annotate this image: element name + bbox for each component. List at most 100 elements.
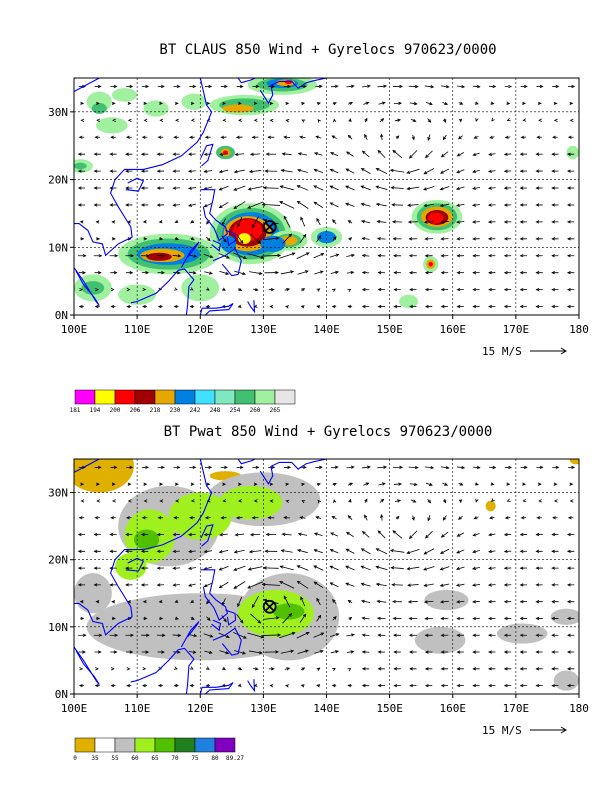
coastline (74, 78, 213, 257)
wind-vector (269, 118, 274, 123)
wind-vector (316, 305, 321, 309)
coastline (130, 647, 195, 694)
wind-vector (360, 168, 371, 174)
wind-vector (109, 532, 117, 537)
wind-vector (112, 118, 116, 122)
wind-vector (159, 118, 164, 122)
wind-vector (96, 101, 100, 106)
wind-vector (424, 237, 433, 241)
wind-vector (425, 102, 433, 106)
wind-vector (535, 186, 543, 190)
wind-vector (285, 119, 290, 123)
wind-vector (143, 616, 148, 621)
wind-vector (472, 549, 480, 554)
wind-vector (376, 220, 387, 224)
wind-vector (536, 135, 542, 139)
wind-vector (96, 118, 101, 122)
wind-vector (264, 549, 278, 553)
wind-vector (361, 465, 371, 469)
wind-vector (316, 217, 321, 226)
wind-vector (253, 683, 258, 687)
wind-vector (233, 549, 245, 554)
wind-vector (566, 616, 575, 621)
wind-vector (348, 237, 353, 241)
reference-arrowhead (560, 726, 567, 734)
wind-vector (111, 616, 116, 621)
wind-vector (280, 168, 293, 173)
wind-vector (110, 683, 116, 688)
wind-vector (238, 482, 242, 486)
wind-vector (173, 84, 181, 89)
wind-vector (551, 287, 559, 292)
wind-vector (345, 565, 355, 571)
wind-vector (125, 186, 133, 190)
wind-vector (297, 168, 308, 173)
shaded-blob (317, 231, 336, 244)
wind-vector (455, 186, 465, 191)
wind-vector (96, 499, 101, 503)
colorbar-swatch (134, 737, 156, 753)
gyre-cross (264, 222, 275, 232)
wind-vector (488, 237, 496, 241)
wind-vector (424, 304, 433, 309)
wind-vector (378, 101, 386, 105)
wind-vector (282, 613, 293, 624)
wind-vector (172, 549, 180, 554)
wind-vector (491, 498, 495, 503)
wind-vector (331, 135, 337, 139)
wind-vector (253, 482, 258, 486)
coastline (247, 300, 256, 314)
wind-vector (187, 186, 196, 190)
wind-vector (157, 271, 165, 275)
wind-vector (296, 200, 309, 209)
colorbar-label: 242 (190, 407, 201, 414)
panel-title: BT Pwat 850 Wind + Gyrelocs 970623/0000 (164, 424, 493, 440)
coastline (237, 459, 257, 465)
wind-vector (551, 271, 559, 275)
wind-vector (142, 683, 148, 688)
wind-vector (376, 599, 387, 604)
wind-vector (188, 203, 196, 207)
coastline (180, 241, 200, 268)
wind-vector (503, 600, 512, 604)
wind-vector (296, 565, 309, 571)
wind-vector (361, 253, 370, 258)
wind-vector (375, 582, 387, 587)
wind-vector (519, 237, 527, 241)
wind-vector (393, 254, 402, 258)
wind-vector (457, 465, 466, 470)
wind-vector (393, 271, 401, 275)
wind-vector (377, 254, 386, 258)
wind-vector (238, 499, 242, 503)
wind-vector (519, 566, 527, 570)
wind-vector (236, 465, 244, 470)
wind-vector (375, 168, 388, 175)
coastline (259, 459, 327, 485)
wind-vector (333, 499, 337, 503)
wind-vector (238, 101, 242, 106)
wind-vector (332, 667, 336, 672)
colorbar-swatch (154, 389, 176, 405)
wind-vector (80, 482, 85, 486)
wind-vector (247, 566, 263, 571)
wind-vector (172, 633, 182, 638)
wind-vector (140, 549, 149, 553)
wind-vector (172, 169, 180, 173)
wind-vector (313, 549, 324, 554)
wind-vector (206, 219, 210, 225)
wind-vector (361, 304, 370, 309)
wind-vector (456, 667, 464, 671)
grid-layer (74, 459, 579, 694)
wind-vector (221, 615, 227, 623)
wind-vector (172, 566, 180, 570)
wind-vector (205, 683, 210, 688)
wind-vector (361, 287, 370, 292)
wind-vector (329, 202, 339, 208)
wind-vector (249, 650, 263, 655)
wind-vector (456, 549, 465, 554)
wind-vector (157, 650, 165, 654)
wind-vector (203, 633, 214, 638)
wind-vector (503, 186, 512, 190)
wind-vector (204, 271, 213, 275)
wind-vector (93, 169, 101, 173)
